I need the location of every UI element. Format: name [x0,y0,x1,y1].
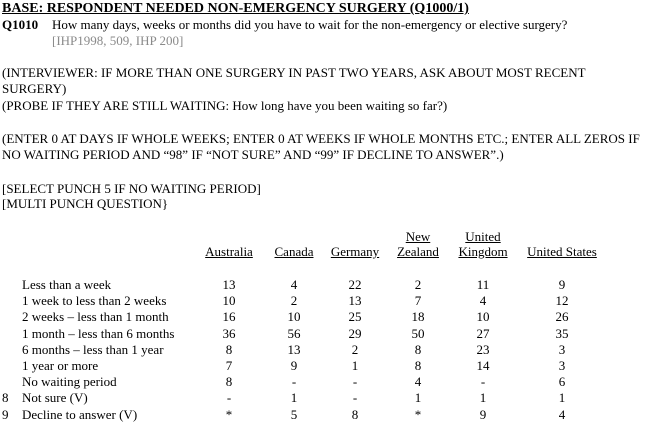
table-cell: 3 [558,342,566,357]
table-cell: 4 [479,293,487,308]
table-cell: - [480,374,486,389]
table-cell: 8 [225,342,233,357]
column-header-line2: Australia [205,244,253,259]
table-cell: 56 [287,326,301,341]
column-header-united-states: United States [520,244,604,259]
column-header-line2: Kingdom [458,244,508,259]
column-header-united-kingdom: United Kingdom [450,229,516,259]
column-header-line2: Zealand [397,244,439,259]
table-cell: 23 [476,342,490,357]
table-cell: 8 [225,374,233,389]
table-cell: 4 [558,407,566,422]
row-code: 8 [2,390,9,405]
table-cell: 18 [411,309,425,324]
column-header-line2: Canada [274,244,314,259]
table-cell: 2 [351,342,359,357]
probe-instruction: (PROBE IF THEY ARE STILL WAITING: How lo… [2,98,448,113]
row-label: Less than a week [22,277,112,292]
table-cell: 1 [414,390,422,405]
table-cell: 13 [287,342,301,357]
row-label: Decline to answer (V) [22,407,138,422]
table-cell: - [352,390,358,405]
table-cell: 50 [411,326,425,341]
table-cell: 22 [348,277,362,292]
table-cell: 35 [555,326,569,341]
table-cell: 1 [290,390,298,405]
table-cell: 6 [558,374,566,389]
table-cell: 8 [414,358,422,373]
question-id: Q1010 [2,17,39,32]
column-header-australia: Australia [198,244,260,259]
table-cell: 10 [222,293,236,308]
table-cell: - [352,374,358,389]
table-cell: 16 [222,309,236,324]
table-cell: 9 [558,277,566,292]
column-header-line1: New [405,229,431,244]
table-cell: 2 [414,277,422,292]
column-header-line2: United States [527,244,597,259]
table-cell: 5 [290,407,298,422]
table-cell: 1 [479,390,487,405]
row-label: 1 week to less than 2 weeks [22,293,167,308]
column-header-canada: Canada [266,244,322,259]
table-cell: 29 [348,326,362,341]
table-cell: 7 [414,293,422,308]
table-cell: 13 [348,293,362,308]
table-cell: 1 [558,390,566,405]
multi-punch-note: [MULTI PUNCH QUESTION} [2,196,169,211]
table-cell: - [226,390,232,405]
table-cell: 25 [348,309,362,324]
row-label: 2 weeks – less than 1 month [22,309,169,324]
table-cell: * [414,407,422,422]
row-label: Not sure (V) [22,390,88,405]
table-cell: 13 [222,277,236,292]
table-cell: 8 [414,342,422,357]
row-label: 1 month – less than 6 months [22,326,175,341]
question-reference: [IHP1998, 509, IHP 200] [52,33,184,48]
base-line: BASE: RESPONDENT NEEDED NON-EMERGENCY SU… [2,1,469,16]
table-cell: 1 [351,358,359,373]
table-cell: - [291,374,297,389]
table-cell: 7 [225,358,233,373]
row-label: 1 year or more [22,358,99,373]
column-header-line1: United [465,229,501,244]
table-cell: 4 [290,277,298,292]
row-label: No waiting period [22,374,117,389]
table-cell: 2 [290,293,298,308]
table-cell: 9 [290,358,298,373]
table-cell: 8 [351,407,359,422]
table-cell: 27 [476,326,490,341]
row-code: 9 [2,407,9,422]
table-cell: 14 [476,358,490,373]
table-cell: 11 [476,277,490,292]
entry-instruction: (ENTER 0 AT DAYS IF WHOLE WEEKS; ENTER 0… [2,131,640,162]
column-header-line2: Germany [330,244,380,259]
interviewer-instruction: (INTERVIEWER: IF MORE THAN ONE SURGERY I… [2,65,586,96]
table-cell: 26 [555,309,569,324]
table-cell: * [225,407,233,422]
select-instruction: [SELECT PUNCH 5 IF NO WAITING PERIOD] [2,181,261,196]
table-cell: 3 [558,358,566,373]
table-cell: 36 [222,326,236,341]
table-cell: 12 [555,293,569,308]
question-text: How many days, weeks or months did you h… [52,17,568,32]
column-header-new-zealand: New Zealand [390,229,446,259]
table-cell: 9 [479,407,487,422]
table-cell: 10 [287,309,301,324]
column-header-germany: Germany [324,244,386,259]
table-cell: 4 [414,374,422,389]
row-label: 6 months – less than 1 year [22,342,164,357]
table-cell: 10 [476,309,490,324]
